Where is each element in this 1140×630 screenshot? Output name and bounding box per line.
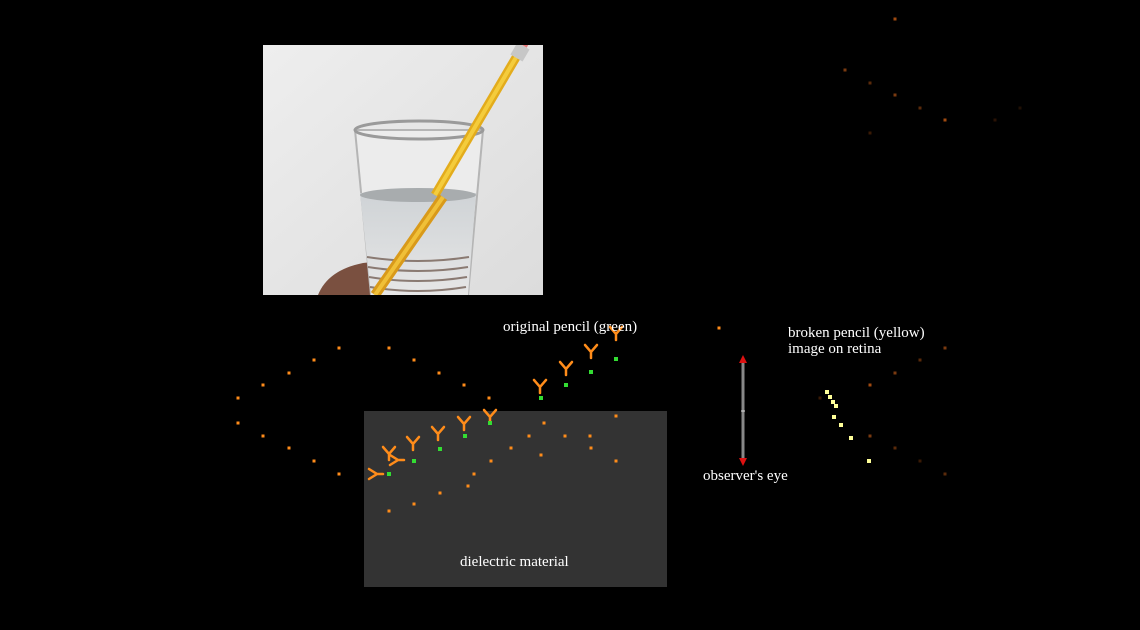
image-point	[831, 400, 835, 404]
light-point	[509, 446, 513, 450]
ray-marker	[405, 435, 421, 452]
light-point	[527, 434, 531, 438]
image-point	[867, 459, 871, 463]
observer-eye-icon[interactable]	[739, 355, 747, 466]
retina-image-points	[825, 390, 871, 463]
pencil-point	[589, 370, 593, 374]
light-point	[462, 383, 466, 387]
light-point	[337, 472, 341, 476]
pencil-above-water	[431, 45, 530, 198]
light-point	[893, 17, 897, 21]
light-point	[387, 346, 391, 350]
light-point	[287, 371, 291, 375]
light-point	[588, 434, 592, 438]
original-pencil-points	[387, 357, 618, 476]
pencil-point	[564, 383, 568, 387]
light-point	[261, 383, 265, 387]
light-point	[943, 118, 947, 122]
light-point	[918, 459, 922, 463]
light-point	[589, 446, 593, 450]
ray-marker	[532, 378, 548, 395]
pencil-point	[412, 459, 416, 463]
broken-pencil-label: broken pencil (yellow)	[788, 325, 925, 341]
image-point	[839, 423, 843, 427]
ray-marker	[430, 425, 446, 442]
pencil-point	[488, 421, 492, 425]
light-point	[893, 446, 897, 450]
light-point	[614, 414, 618, 418]
light-point	[943, 346, 947, 350]
light-point	[563, 434, 567, 438]
light-point	[487, 396, 491, 400]
light-point	[1018, 106, 1022, 110]
light-point	[918, 358, 922, 362]
light-point	[893, 93, 897, 97]
pencil-point	[614, 357, 618, 361]
light-point	[843, 68, 847, 72]
light-point	[868, 434, 872, 438]
light-point	[717, 326, 721, 330]
pencil-below-water	[370, 194, 448, 295]
light-point	[818, 396, 822, 400]
pencil-point	[438, 447, 442, 451]
pencil-point	[387, 472, 391, 476]
light-point	[312, 459, 316, 463]
light-point	[918, 106, 922, 110]
light-point	[893, 371, 897, 375]
light-point	[412, 358, 416, 362]
ray-marker	[583, 343, 599, 360]
image-point	[825, 390, 829, 394]
dielectric-material-label: dielectric material	[460, 554, 569, 570]
light-point	[539, 453, 543, 457]
ray-marker	[456, 415, 472, 432]
light-point	[437, 371, 441, 375]
light-point	[438, 491, 442, 495]
light-point	[614, 459, 618, 463]
pencil-point	[539, 396, 543, 400]
image-point	[832, 415, 836, 419]
light-point	[489, 459, 493, 463]
image-point	[834, 404, 838, 408]
pencil-point	[463, 434, 467, 438]
observer-eye-label: observer's eye	[703, 468, 788, 484]
light-point	[387, 509, 391, 513]
image-point	[849, 436, 853, 440]
light-point	[868, 383, 872, 387]
ray-marker	[388, 453, 406, 467]
pencil-in-glass-photo	[263, 45, 543, 295]
light-point	[412, 502, 416, 506]
light-point	[868, 131, 872, 135]
light-point	[868, 81, 872, 85]
light-point	[943, 472, 947, 476]
original-pencil-label: original pencil (green)	[503, 319, 638, 335]
image-point	[828, 395, 832, 399]
stray-light-points	[236, 17, 1022, 513]
light-point	[287, 446, 291, 450]
light-point	[236, 396, 240, 400]
light-point	[993, 118, 997, 122]
light-point	[542, 421, 546, 425]
light-point	[236, 421, 240, 425]
light-point	[466, 484, 470, 488]
ray-marker	[367, 467, 385, 481]
ray-marker	[558, 360, 574, 377]
light-point	[261, 434, 265, 438]
ray-marker	[608, 325, 624, 342]
light-point	[337, 346, 341, 350]
light-point	[312, 358, 316, 362]
light-point	[472, 472, 476, 476]
retina-image-label: image on retina	[788, 341, 882, 357]
